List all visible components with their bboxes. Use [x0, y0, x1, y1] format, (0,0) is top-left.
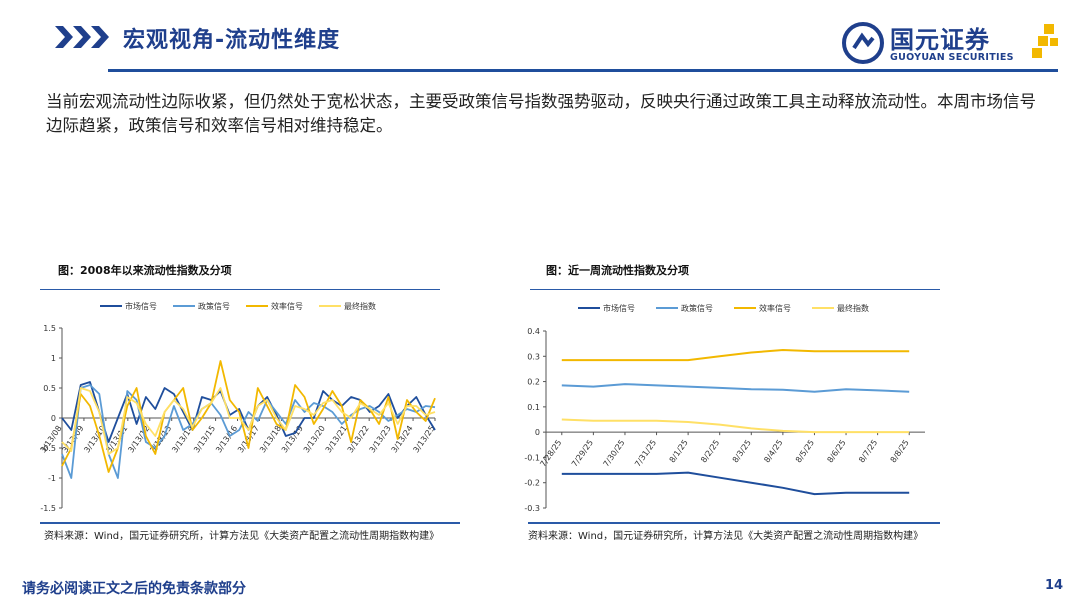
chevrons-icon [55, 26, 109, 48]
x-tick-label: 8/1/25 [668, 438, 690, 464]
y-tick-label: 0 [535, 428, 540, 437]
x-tick-label: 7/30/25 [602, 438, 627, 468]
left-chart-bottom-rule [40, 522, 460, 524]
x-tick-label: 8/8/25 [889, 438, 911, 464]
intro-text: 当前宏观流动性边际收紧，但仍然处于宽松状态，主要受政策信号指数强势驱动，反映央行… [46, 92, 1036, 135]
y-tick-label: 1 [51, 354, 56, 363]
y-tick-label: -0.2 [524, 479, 540, 488]
legend-label: 效率信号 [759, 303, 791, 313]
logo-squares-icon [1032, 24, 1058, 58]
left-chart-title: 图：2008年以来流动性指数及分项 [58, 264, 232, 277]
y-tick-label: -0.3 [524, 504, 540, 513]
legend-label: 效率信号 [271, 301, 303, 311]
x-tick-label: 8/6/25 [826, 438, 848, 464]
right-chart-top-rule [530, 289, 940, 290]
page-number: 14 [1045, 578, 1064, 593]
y-tick-label: -1 [48, 474, 56, 483]
y-tick-label: 0.1 [527, 403, 540, 412]
x-tick-label: 8/3/25 [731, 438, 753, 464]
left-chart: 1.510.50-0.5-1-1.53/13/083/13/093/13/103… [39, 301, 437, 513]
title-divider [108, 69, 1058, 72]
series-line-final [61, 387, 436, 455]
x-tick-label: 8/4/25 [762, 438, 784, 464]
legend-label: 政策信号 [681, 303, 713, 313]
x-tick-label: 8/2/25 [699, 438, 721, 464]
x-tick-label: 3/13/25 [412, 424, 437, 454]
y-tick-label: -1.5 [40, 504, 56, 513]
series-line-final [561, 418, 910, 434]
left-chart-source: 资料来源：Wind，国元证券研究所，计算方法见《大类资产配置之流动性周期指数构建… [44, 531, 440, 542]
x-tick-label: 8/7/25 [857, 438, 879, 464]
left-chart-top-rule [40, 289, 440, 290]
legend-label: 最终指数 [344, 301, 376, 311]
disclaimer-note: 请务必阅读正文之后的免责条款部分 [22, 581, 246, 597]
logo-mark-icon [842, 22, 884, 64]
x-tick-label: 7/29/25 [570, 438, 595, 468]
y-tick-label: 0.3 [527, 352, 540, 361]
right-chart-source: 资料来源：Wind，国元证券研究所，计算方法见《大类资产配置之流动性周期指数构建… [528, 531, 924, 542]
y-tick-label: 1.5 [43, 324, 56, 333]
right-chart-title: 图：近一周流动性指数及分项 [546, 264, 689, 277]
legend-label: 市场信号 [125, 301, 157, 311]
y-tick-label: 0.4 [527, 327, 540, 336]
x-tick-label: 8/5/25 [794, 438, 816, 464]
page-title: 宏观视角-流动性维度 [123, 28, 341, 53]
right-chart-bottom-rule [528, 522, 940, 524]
x-tick-label: 7/31/25 [633, 438, 658, 468]
series-line-market [561, 471, 910, 496]
company-logo: 国元证券 GUOYUAN SECURITIES [842, 20, 1062, 68]
y-tick-label: 0.5 [43, 384, 56, 393]
right-chart: 0.4 0.3 0.2 0.1 0 -0.1 -0.2 -0.3 7/28/25 7/29/25 7… [524, 303, 925, 513]
logo-en: GUOYUAN SECURITIES [890, 52, 1014, 63]
x-tick-label: 7/28/25 [538, 438, 563, 468]
series-line-policy [561, 383, 910, 393]
y-tick-label: 0.2 [527, 378, 540, 387]
y-tick-label: 0 [51, 414, 56, 423]
series-line-efficiency [561, 349, 910, 362]
legend-label: 最终指数 [837, 303, 869, 313]
series-line-efficiency [61, 360, 436, 473]
y-tick-label: -0.5 [40, 444, 56, 453]
legend-label: 市场信号 [603, 303, 635, 313]
y-tick-label: -0.1 [524, 453, 540, 462]
legend-label: 政策信号 [198, 301, 230, 311]
logo-cn: 国元证券 [890, 26, 990, 54]
